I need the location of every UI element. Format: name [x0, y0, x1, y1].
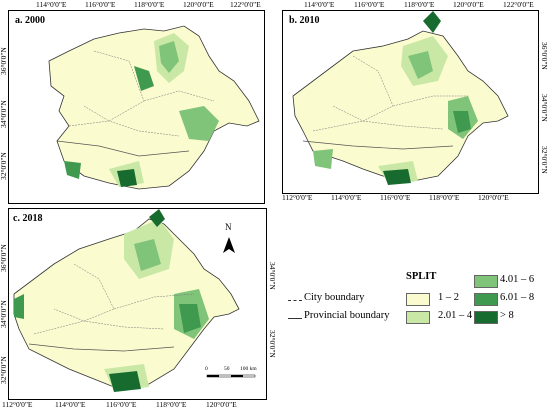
provincial-boundary-symbol [288, 318, 302, 319]
tick-label: 118°0'0"E [404, 0, 435, 9]
tick-label: 116°0'0"E [85, 0, 116, 9]
tick-label: 122°0'0"E [503, 0, 534, 9]
legend-title: SPLIT [406, 271, 437, 282]
map-panel-2018: c. 2018 N 0 50 100 km [8, 208, 267, 400]
map-panel-2000: a. 2000 [8, 10, 265, 204]
north-label: N [225, 222, 232, 232]
legend-class-label: 2.01 – 4 [438, 310, 473, 321]
tick-label: 36°0'0"N [540, 42, 549, 70]
scale-label: 0 [205, 366, 208, 372]
city-boundary-label: City boundary [304, 292, 365, 303]
tick-label: 118°0'0"E [134, 0, 165, 9]
legend: SPLIT City boundary Provincial boundary … [284, 268, 546, 348]
tick-label: 112°0'0"E [2, 400, 33, 409]
tick-label: 32°0'0"N [0, 356, 8, 384]
tick-label: 116°0'0"E [354, 0, 385, 9]
tick-label: 34°0'0"N [0, 300, 8, 328]
tick-label: 122°0'0"E [230, 0, 261, 9]
tick-label: 34°0'0"N [540, 94, 549, 122]
tick-label: 120°0'0"E [206, 400, 237, 409]
scale-label: 100 km [240, 366, 257, 372]
provincial-boundary-label: Provincial boundary [304, 310, 390, 321]
map-2010 [292, 11, 509, 185]
tick-label: 120°0'0"E [183, 0, 214, 9]
north-arrow [223, 237, 235, 253]
tick-label: 114°0'0"E [304, 0, 335, 9]
tick-label: 114°0'0"E [331, 193, 362, 202]
tick-label: 120°0'0"E [453, 0, 484, 9]
tick-label: 32°0'0"N [540, 146, 549, 174]
tick-label: 116°0'0"E [106, 400, 137, 409]
legend-class-label: 4.01 – 6 [500, 274, 535, 285]
tick-label: 34°0'0"N [268, 262, 277, 290]
map-2000 [48, 25, 260, 190]
legend-swatch-2 [406, 311, 430, 324]
tick-label: 118°0'0"E [429, 193, 460, 202]
tick-label: 116°0'0"E [380, 193, 411, 202]
legend-swatch-1 [406, 293, 430, 306]
legend-class-label: 1 – 2 [438, 292, 459, 303]
map-panel-2010: b. 2010 [282, 10, 539, 194]
city-boundary-symbol [288, 300, 302, 301]
legend-class-label: 6.01 – 8 [500, 292, 535, 303]
tick-label: 114°0'0"E [36, 0, 67, 9]
tick-label: 112°0'0"E [282, 193, 313, 202]
tick-label: 118°0'0"E [156, 400, 187, 409]
panel-label: c. 2018 [13, 213, 43, 224]
tick-label: 34°0'0"N [0, 100, 8, 128]
legend-swatch-4 [474, 293, 498, 306]
tick-label: 36°0'0"N [0, 244, 8, 272]
tick-label: 32°0'0"N [0, 152, 8, 180]
tick-label: 32°0'0"N [268, 330, 277, 358]
tick-label: 36°0'0"N [0, 47, 8, 75]
scale-bar [206, 374, 256, 378]
panel-label: b. 2010 [289, 15, 320, 26]
tick-label: 120°0'0"E [478, 193, 509, 202]
map-2018 [13, 209, 256, 392]
legend-class-label: > 8 [500, 310, 514, 321]
scale-label: 50 [224, 366, 230, 372]
tick-label: 114°0'0"E [55, 400, 86, 409]
panel-label: a. 2000 [15, 15, 45, 26]
legend-swatch-3 [474, 275, 498, 288]
legend-swatch-5 [474, 311, 498, 324]
